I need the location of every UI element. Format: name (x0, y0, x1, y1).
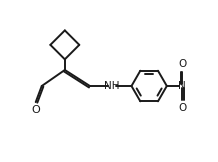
Text: N: N (178, 81, 186, 91)
Text: O: O (178, 59, 186, 69)
Text: O: O (178, 103, 186, 113)
Text: O: O (31, 105, 40, 115)
Text: NH: NH (104, 81, 120, 91)
